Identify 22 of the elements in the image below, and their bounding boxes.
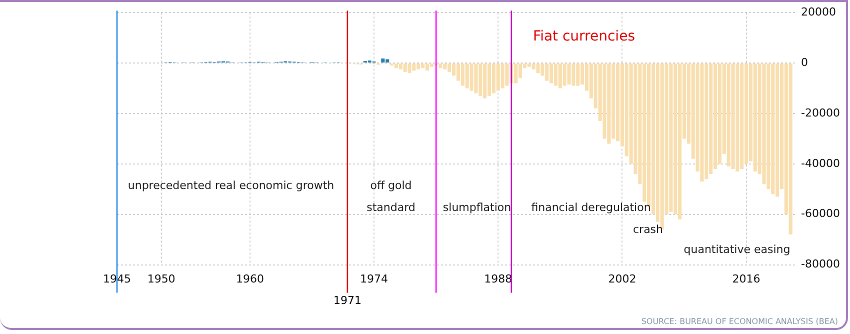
x-tick-label: 1950 (147, 272, 176, 286)
annotation: quantitative easing (684, 242, 790, 256)
x-tick-label: 2002 (608, 272, 636, 286)
annotation: Fiat currencies (533, 28, 635, 45)
y-tick-label: -80000 (801, 258, 840, 271)
x-tick-label: 1988 (484, 272, 512, 286)
annotation: unprecedented real economic growth (128, 178, 334, 192)
annotation: financial deregulation (531, 200, 651, 214)
y-tick-label: -60000 (801, 207, 840, 220)
ref-line-label: 1971 (333, 294, 362, 308)
annotation: slumpflation (442, 200, 512, 214)
x-tick-label: 1960 (236, 272, 264, 286)
y-tick-label: -20000 (801, 106, 840, 120)
source-note: SOURCE: BUREAU OF ECONOMIC ANALYSIS (BEA) (641, 317, 838, 326)
y-tick-label: 0 (801, 56, 808, 69)
annotation: crash (632, 222, 664, 236)
annotation: standard (366, 200, 416, 214)
x-tick-label: 2016 (732, 272, 760, 286)
annotation: off gold (370, 178, 412, 192)
y-tick-label: -40000 (801, 156, 840, 170)
y-tick-label: 20000 (801, 5, 836, 18)
x-tick-label: 1974 (360, 272, 388, 286)
